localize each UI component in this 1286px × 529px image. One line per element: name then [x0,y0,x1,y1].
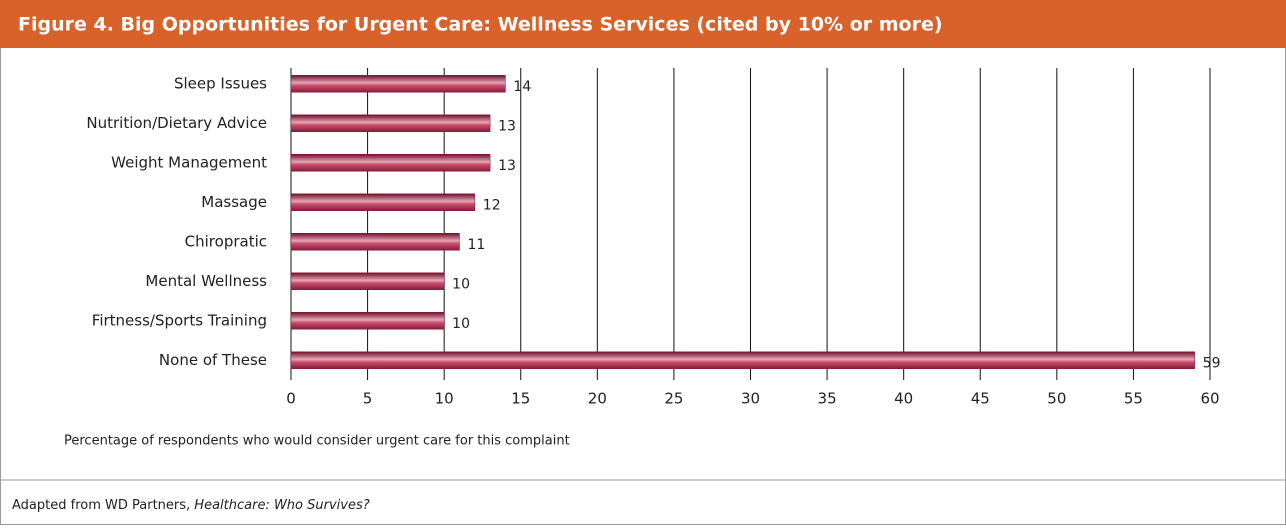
y-tick-label: Massage [201,193,267,211]
value-label: 13 [498,158,516,174]
bar [290,193,476,211]
value-label: 10 [452,316,470,332]
x-tick-label: 30 [741,390,760,408]
x-tick-label: 5 [363,390,373,408]
x-tick-label: 60 [1200,390,1219,408]
value-label: 11 [467,237,485,253]
bar [290,312,445,330]
x-tick-label: 40 [894,390,913,408]
y-tick-label: Mental Wellness [145,272,267,290]
x-tick-label: 0 [286,390,296,408]
header-bar [0,0,1286,48]
value-label: 13 [498,118,516,134]
y-tick-label: Firtness/Sports Training [92,311,267,329]
value-label: 59 [1203,355,1221,371]
x-tick-label: 45 [971,390,990,408]
value-label: 10 [452,276,470,292]
x-tick-label: 10 [435,390,454,408]
x-axis-label: Percentage of respondents who would cons… [64,434,570,449]
source: Adapted from WD Partners, Healthcare: Wh… [12,498,370,513]
source-prefix: Adapted from WD Partners, [12,498,190,513]
x-tick-label: 20 [588,390,607,408]
value-label: 14 [513,79,531,95]
bar [290,272,445,290]
bar [290,75,506,93]
x-tick-label: 35 [818,390,837,408]
bar [290,114,491,132]
source-title: Healthcare: Who Survives? [194,498,369,513]
x-tick-label: 50 [1047,390,1066,408]
bar [290,154,491,172]
bar [290,351,1195,369]
value-label: 12 [483,197,501,213]
chart-title: Figure 4. Big Opportunities for Urgent C… [18,14,943,36]
x-tick-label: 25 [664,390,683,408]
y-tick-label: Weight Management [111,153,267,171]
bar [290,233,460,251]
x-tick-label: 55 [1124,390,1143,408]
y-tick-label: None of These [159,351,267,369]
y-tick-label: Chiropratic [185,232,267,250]
x-tick-label: 15 [511,390,530,408]
y-tick-label: Nutrition/Dietary Advice [86,114,267,132]
y-tick-label: Sleep Issues [174,74,267,92]
